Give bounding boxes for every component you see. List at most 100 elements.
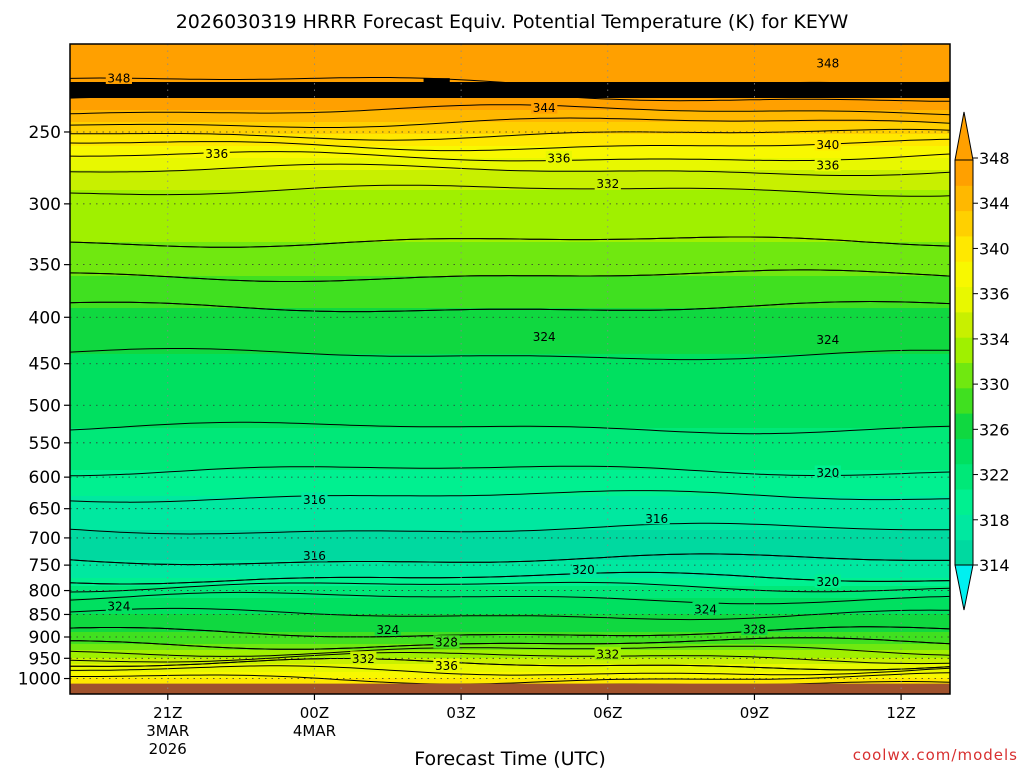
- field-band: [70, 152, 950, 155]
- field-band: [70, 644, 950, 647]
- field-band: [70, 348, 950, 351]
- ground-strip: [70, 683, 950, 694]
- field-band: [70, 276, 950, 279]
- credit-text[interactable]: coolwx.com/models: [853, 746, 1018, 764]
- field-band: [70, 396, 950, 399]
- field-band: [70, 314, 950, 317]
- field-band: [70, 158, 950, 161]
- contour-line: [70, 465, 950, 477]
- field-band: [70, 570, 950, 573]
- x-tick-label: 06Z: [593, 704, 622, 722]
- field-band: [70, 106, 950, 109]
- field-band: [70, 564, 950, 567]
- field-band: [70, 286, 950, 289]
- field-band: [70, 446, 950, 449]
- field-band: [70, 102, 950, 105]
- contour-label: 328: [435, 636, 458, 650]
- field-band: [70, 434, 950, 437]
- field-band: [70, 516, 950, 519]
- field-band: [70, 328, 950, 331]
- x-tick-label: 03Z: [446, 704, 475, 722]
- field-band: [70, 294, 950, 297]
- field-band: [70, 178, 950, 181]
- colorbar-label: 314: [979, 556, 1010, 575]
- field-band: [70, 432, 950, 435]
- field-band: [70, 460, 950, 463]
- field-band: [70, 448, 950, 451]
- field-band: [70, 462, 950, 465]
- x-tick-label: 12Z: [886, 704, 915, 722]
- contour-label: 332: [596, 648, 619, 662]
- contour-label-bg: [105, 599, 132, 613]
- contour-line: [70, 672, 950, 685]
- field-band: [70, 468, 950, 471]
- field-band: [70, 426, 950, 429]
- field-band: [70, 558, 950, 561]
- colorbar-frame: [954, 159, 974, 566]
- field-band: [70, 182, 950, 185]
- field-band: [70, 324, 950, 327]
- field-band: [70, 626, 950, 629]
- field-band: [70, 288, 950, 291]
- field-band: [70, 514, 950, 517]
- field-band: [70, 316, 950, 319]
- field-band: [70, 398, 950, 401]
- field-band: [70, 224, 950, 227]
- contour-line: [70, 626, 950, 638]
- y-tick-label: 800: [29, 582, 61, 602]
- field-band: [70, 624, 950, 627]
- field-band: [70, 94, 950, 97]
- field-band: [70, 240, 950, 243]
- field-band: [70, 112, 950, 115]
- contour-line: [70, 490, 950, 503]
- field-band: [70, 350, 950, 353]
- field-band: [70, 496, 950, 499]
- field-band: [70, 176, 950, 179]
- field-band: [70, 640, 950, 643]
- y-tick-label: 300: [29, 195, 61, 215]
- field-band: [70, 478, 950, 481]
- contour-label-bg: [814, 158, 841, 172]
- colorbar-label: 326: [979, 420, 1010, 439]
- contour-line: [70, 658, 950, 671]
- contour-line: [70, 522, 950, 535]
- field-band: [70, 340, 950, 343]
- field-band: [70, 532, 950, 535]
- contour-line: [70, 652, 950, 665]
- y-tick-label: 350: [29, 256, 61, 276]
- contour-label-bg: [350, 651, 377, 665]
- y-tick-label: 400: [29, 308, 61, 328]
- contour-label-bg: [105, 70, 132, 84]
- contour-label-bg: [814, 465, 841, 479]
- field-band: [70, 162, 950, 165]
- field-band: [70, 216, 950, 219]
- contour-line: [70, 553, 950, 566]
- field-band: [70, 676, 950, 679]
- field-band: [70, 566, 950, 569]
- field-band: [70, 144, 950, 147]
- contour-label-bg: [643, 511, 670, 525]
- field-band: [70, 420, 950, 423]
- field-band: [70, 338, 950, 341]
- field-band: [70, 228, 950, 231]
- colorbar-label: 334: [979, 330, 1010, 349]
- contour-line: [70, 645, 950, 657]
- grid-lines: [70, 44, 950, 694]
- contour-line: [70, 300, 950, 313]
- field-band: [70, 500, 950, 503]
- field-band: [70, 550, 950, 553]
- field-band: [70, 646, 950, 649]
- field-band: [70, 650, 950, 653]
- contour-label: 316: [645, 512, 668, 526]
- field-band: [70, 546, 950, 549]
- field-band: [70, 174, 950, 177]
- y-tick-label: 250: [29, 123, 61, 143]
- field-band: [70, 268, 950, 271]
- field-band: [70, 138, 950, 141]
- colorbar-segment: [955, 514, 973, 541]
- contour-label: 348: [107, 71, 130, 85]
- field-band: [70, 104, 950, 107]
- field-band: [70, 436, 950, 439]
- field-band: [70, 428, 950, 431]
- field-band: [70, 494, 950, 497]
